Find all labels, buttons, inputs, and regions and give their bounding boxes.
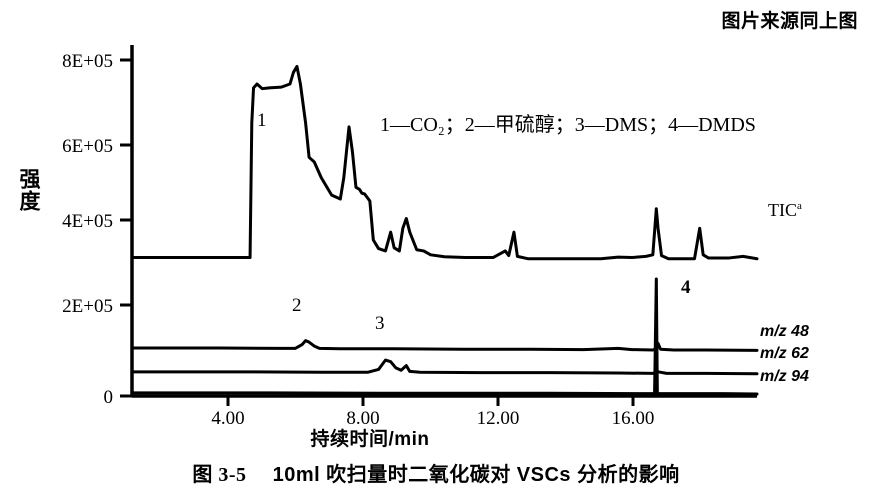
trace-label-mz94: m/z 94 bbox=[760, 368, 809, 386]
trace-mz48 bbox=[130, 339, 759, 352]
x-axis-ticks bbox=[226, 396, 635, 406]
source-note: 图片来源同上图 bbox=[721, 11, 858, 32]
y-tick-label-800000: 8E+05 bbox=[62, 51, 113, 72]
peak-label-1: 1 bbox=[257, 110, 267, 131]
trace-label-mz62: m/z 62 bbox=[760, 345, 809, 363]
y-tick-label-0: 0 bbox=[104, 387, 114, 408]
x-axis-title: 持续时间/min bbox=[310, 429, 430, 450]
y-tick-label-200000: 2E+05 bbox=[62, 296, 113, 317]
peak-assignment-legend: 1—CO₂；2—甲硫醇；3—DMS；4—DMDS bbox=[380, 114, 756, 136]
y-axis-title: 强度 bbox=[17, 168, 40, 212]
y-tick-label-400000: 4E+05 bbox=[62, 211, 113, 232]
x-tick-label-8: 8.00 bbox=[346, 408, 379, 429]
trace-label-mz48: m/z 48 bbox=[760, 323, 809, 341]
figure-caption-number: 图 3-5 bbox=[192, 464, 247, 486]
peak-label-3: 3 bbox=[375, 313, 385, 334]
figure-caption: 图 3-5 10ml 吹扫量时二氧化碳对 VSCs 分析的影响 bbox=[0, 458, 872, 487]
x-tick-label-4: 4.00 bbox=[211, 408, 244, 429]
figure-caption-text: 10ml 吹扫量时二氧化碳对 VSCs 分析的影响 bbox=[272, 464, 680, 486]
trace-label-mz48-text: m/z 48 bbox=[760, 323, 809, 340]
trace-label-mz94-text: m/z 94 bbox=[760, 368, 809, 385]
trace-tic bbox=[130, 64, 759, 261]
x-tick-label-12: 12.00 bbox=[477, 408, 520, 429]
y-tick-label-600000: 6E+05 bbox=[62, 136, 113, 157]
trace-label-mz62-text: m/z 62 bbox=[760, 345, 809, 362]
y-axis-ticks bbox=[120, 58, 132, 398]
trace-label-tic: TICa bbox=[768, 200, 802, 221]
trace-mz94 bbox=[130, 277, 759, 396]
peak-label-2: 2 bbox=[292, 295, 302, 316]
x-tick-label-16: 16.00 bbox=[612, 408, 655, 429]
peak-label-4: 4 bbox=[681, 277, 691, 298]
series-traces bbox=[130, 64, 759, 396]
axes bbox=[130, 45, 757, 398]
trace-label-tic-text: TIC bbox=[768, 200, 797, 220]
trace-mz62 bbox=[130, 358, 759, 376]
trace-label-tic-superscript: a bbox=[797, 200, 802, 212]
